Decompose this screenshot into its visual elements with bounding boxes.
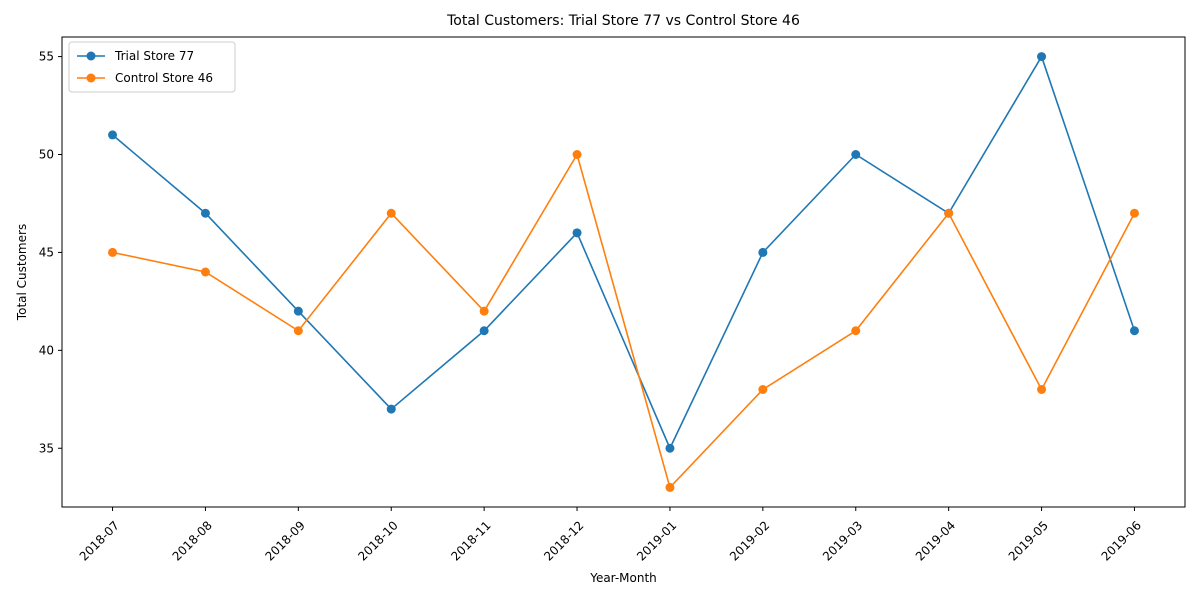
legend-item: Trial Store 77 — [77, 49, 194, 63]
series-layer — [108, 52, 1139, 492]
data-point — [200, 208, 210, 218]
data-point — [851, 326, 861, 336]
y-tick-label: 45 — [39, 245, 54, 259]
data-point — [851, 150, 861, 159]
data-point — [572, 228, 582, 238]
legend-frame — [68, 41, 236, 93]
y-axis: 35 40 45 50 55 — [39, 50, 62, 455]
legend: Trial Store 77 Control Store 46 — [68, 41, 236, 93]
data-point — [108, 130, 118, 140]
plot-frame — [61, 36, 1186, 508]
legend-marker — [86, 51, 96, 61]
data-point — [479, 306, 489, 316]
series-line — [112, 152, 1136, 489]
data-point — [1129, 208, 1139, 218]
legend-marker — [86, 73, 96, 83]
x-axis-label: Year-Month — [589, 571, 657, 585]
series-trial-store-77 — [108, 52, 1139, 453]
y-tick-label: 50 — [39, 148, 54, 162]
data-point — [1129, 326, 1139, 336]
data-point — [200, 267, 210, 277]
y-tick-label: 35 — [39, 441, 54, 455]
data-point — [108, 247, 118, 257]
data-point — [293, 306, 303, 316]
data-point — [386, 404, 396, 414]
data-point — [758, 247, 768, 257]
series-line — [112, 54, 1136, 451]
data-point — [1037, 52, 1047, 62]
data-point — [665, 443, 675, 453]
data-point — [944, 208, 954, 218]
data-point — [386, 208, 396, 218]
legend-label: Trial Store 77 — [114, 49, 194, 63]
y-axis-label: Total Customers — [15, 224, 29, 321]
plot-area — [61, 36, 1186, 508]
chart-title: Total Customers: Trial Store 77 vs Contr… — [446, 13, 800, 29]
data-point — [665, 482, 675, 492]
y-tick-label: 40 — [39, 343, 54, 357]
data-point — [479, 326, 489, 336]
y-tick-label: 55 — [39, 50, 54, 64]
data-point — [1037, 385, 1047, 394]
data-point — [293, 326, 303, 336]
data-point — [758, 385, 768, 394]
legend-label: Control Store 46 — [115, 71, 213, 85]
series-control-store-46 — [108, 150, 1139, 492]
legend-item: Control Store 46 — [77, 71, 213, 85]
data-point — [572, 150, 582, 159]
